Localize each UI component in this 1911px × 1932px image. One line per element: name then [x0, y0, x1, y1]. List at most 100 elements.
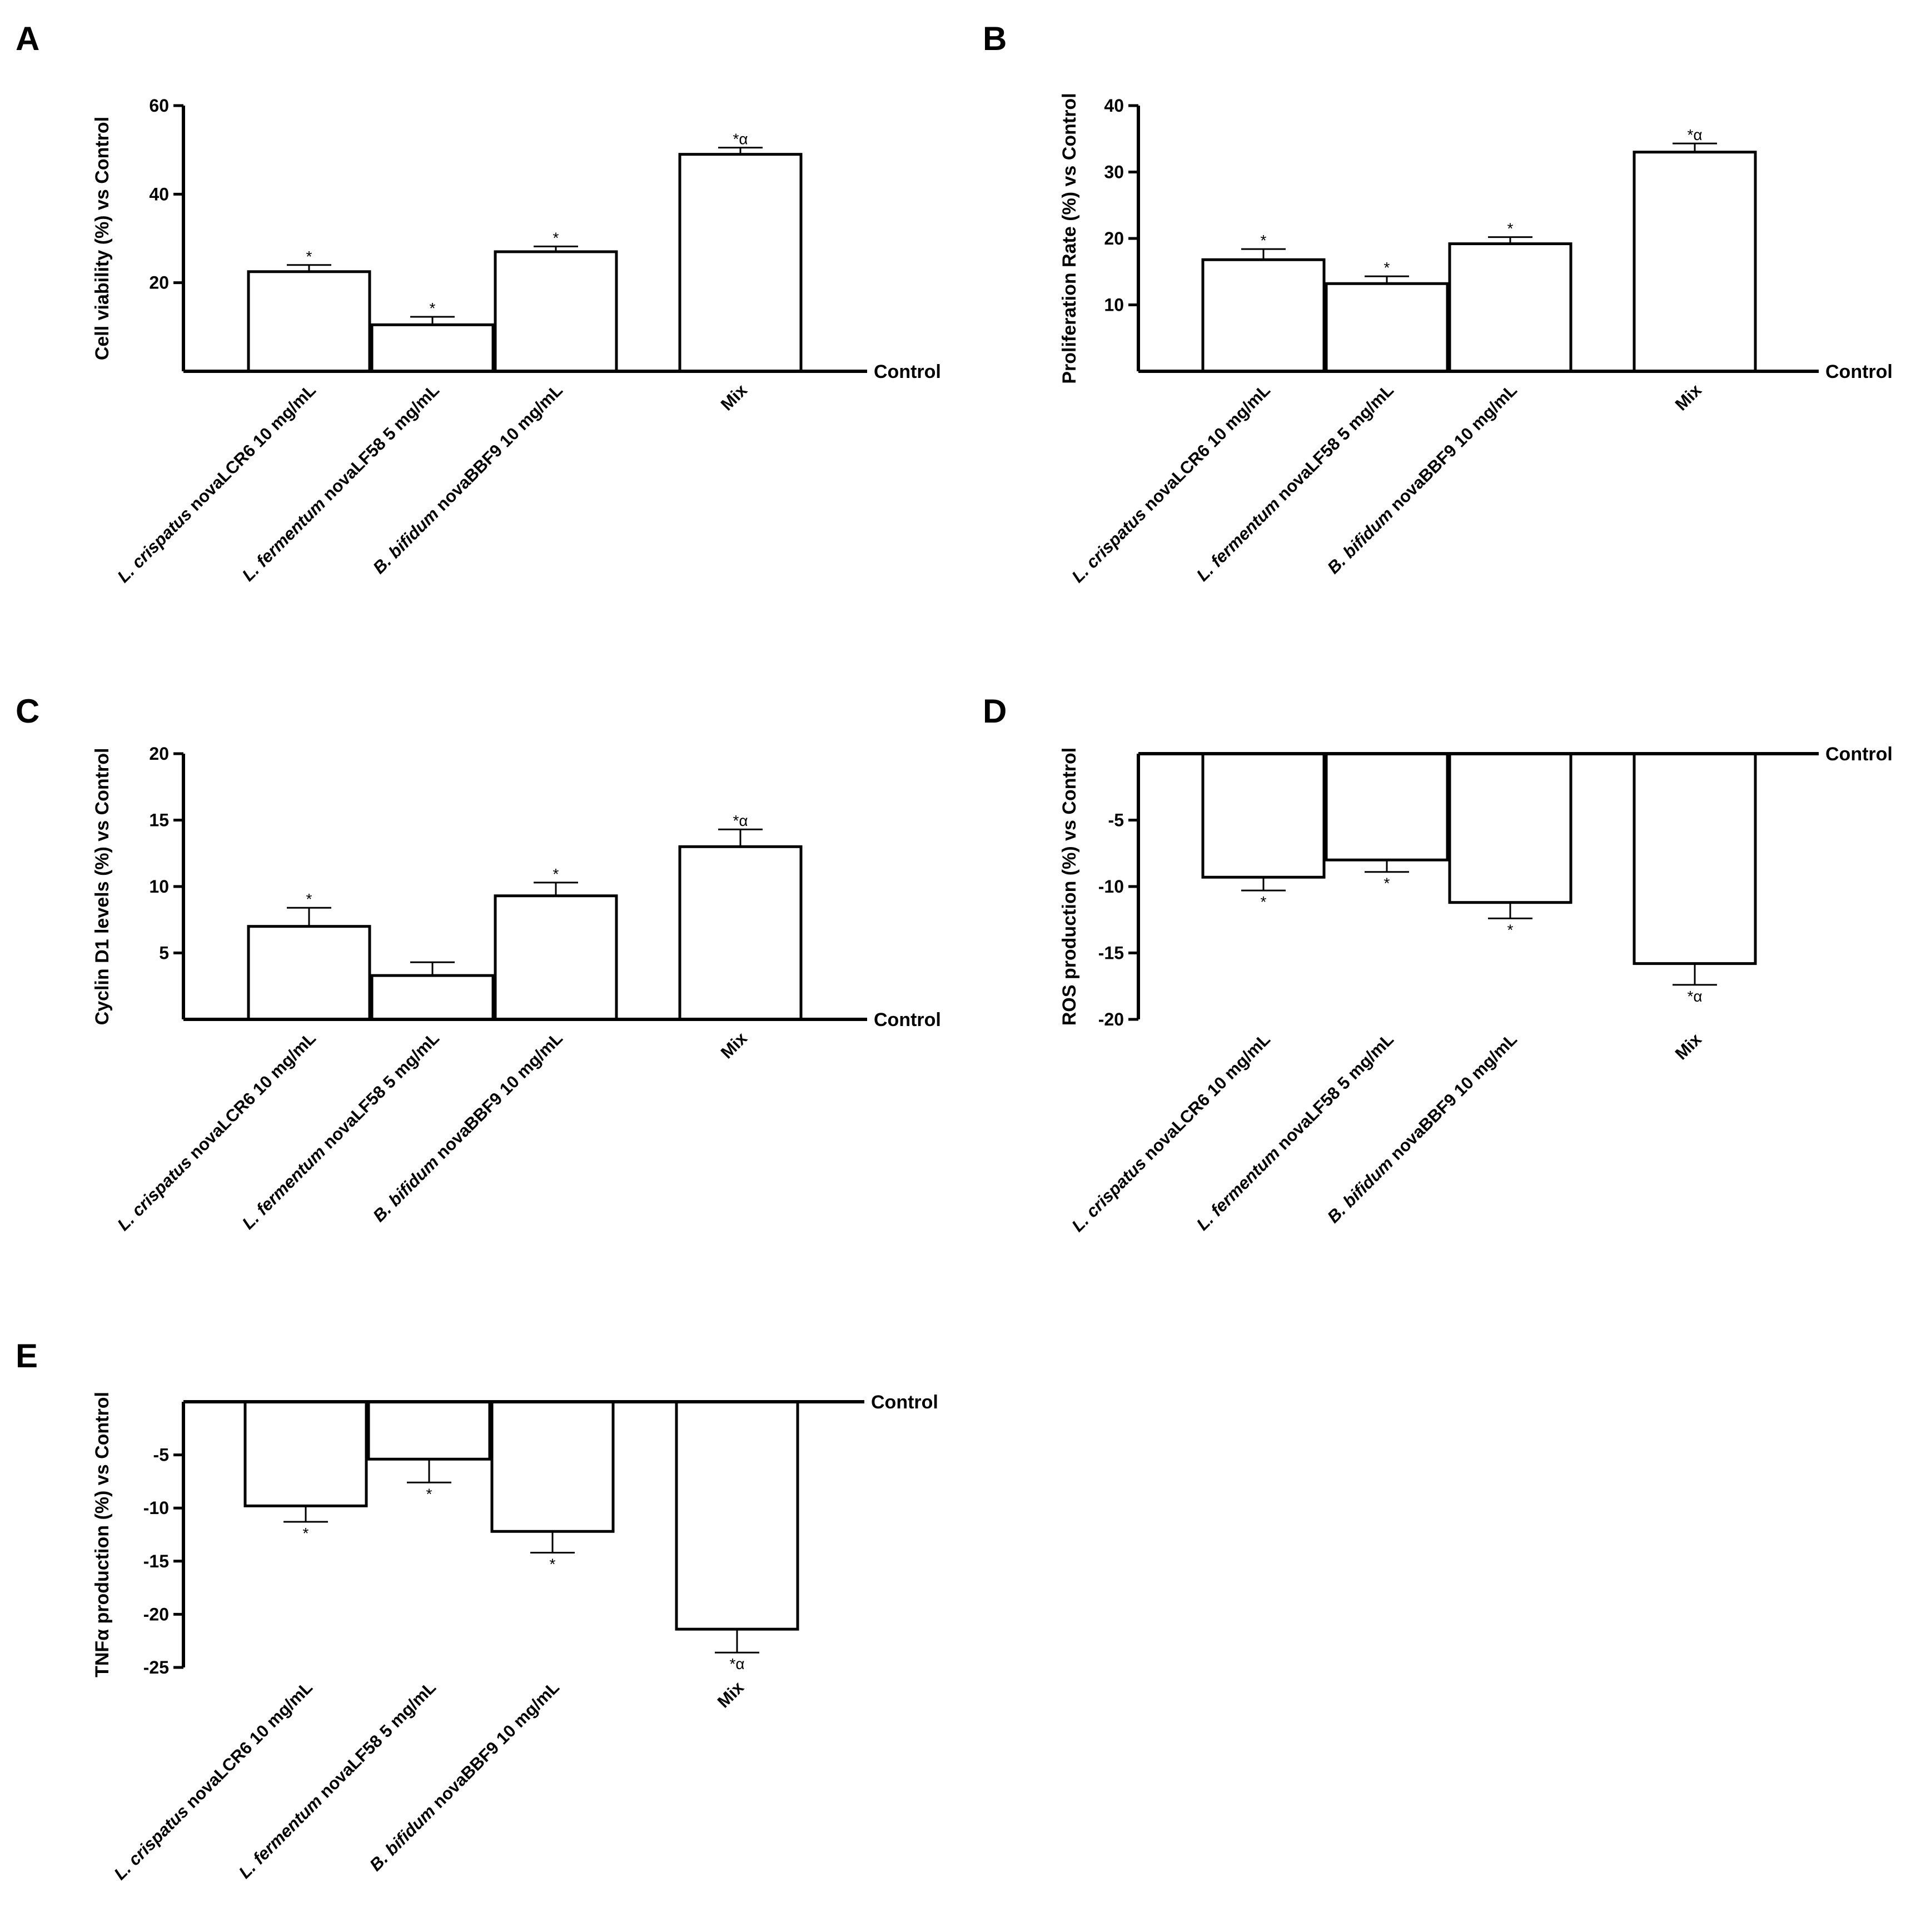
bar [1325, 282, 1449, 373]
category-label: B. bifidum novaBBF9 10 mg/mL [1323, 1029, 1521, 1227]
panel-letter: E [16, 1337, 38, 1375]
bar [1448, 242, 1572, 373]
panel-c: C 5 10 15 20 Cyclin D1 levels (%) vs Control *… [16, 693, 941, 1234]
panel-letter: A [16, 20, 39, 57]
category-label: L. fermentum novaLF58 5 mg/mL [238, 1028, 443, 1233]
bar [494, 894, 618, 1021]
category-label: Mix [717, 1028, 752, 1063]
bar [678, 845, 803, 1021]
baseline-label: Control [1825, 744, 1893, 765]
bar [494, 250, 618, 373]
category-label: L. crispatus novaLCR6 10 mg/mL [1068, 380, 1274, 586]
significance-label: *α [1687, 126, 1702, 143]
y-tick-label: 10 [149, 877, 169, 897]
bar [1633, 752, 1757, 965]
y-tick-label: 40 [149, 184, 169, 204]
baseline-label: Control [871, 1392, 938, 1413]
category-label: L. crispatus novaLCR6 10 mg/mL [113, 1028, 320, 1234]
category-label: L. fermentum novaLF58 5 mg/mL [1193, 380, 1397, 585]
y-tick-label: -5 [1108, 810, 1124, 830]
category-label: B. bifidum novaBBF9 10 mg/mL [369, 1028, 566, 1226]
significance-label: * [1384, 875, 1390, 892]
significance-label: *α [729, 1655, 744, 1672]
category-label: Mix [1671, 380, 1706, 415]
significance-label: * [426, 1485, 432, 1502]
category-label: Mix [717, 380, 752, 415]
y-tick-label: -10 [143, 1498, 169, 1518]
y-tick-label: 15 [149, 810, 169, 830]
y-tick-label: 60 [149, 96, 169, 116]
bar [367, 1400, 491, 1461]
y-axis-label: Cell viability (%) vs Control [92, 117, 113, 360]
bar [1633, 151, 1757, 373]
bar [1201, 752, 1326, 879]
baseline-label: Control [1825, 361, 1893, 382]
significance-label: * [306, 890, 312, 908]
bar [1325, 752, 1449, 862]
category-label: L. crispatus novaLCR6 10 mg/mL [110, 1677, 316, 1884]
y-tick-label: 10 [1104, 295, 1124, 315]
category-label: B. bifidum novaBBF9 10 mg/mL [1323, 380, 1521, 577]
significance-label: * [553, 865, 559, 883]
category-label: Mix [714, 1677, 748, 1712]
category-label: L. fermentum novaLF58 5 mg/mL [238, 380, 443, 585]
bar [490, 1400, 615, 1533]
significance-label: * [1507, 220, 1514, 237]
significance-label: * [553, 229, 559, 246]
panel-letter: B [983, 20, 1007, 57]
y-tick-label: -10 [1098, 877, 1124, 897]
bar [1448, 752, 1572, 904]
significance-label: *α [733, 131, 748, 148]
y-axis-label: Cyclin D1 levels (%) vs Control [92, 748, 113, 1025]
bar [247, 925, 371, 1021]
bar [678, 153, 803, 373]
category-label: L. fermentum novaLF58 5 mg/mL [1193, 1029, 1397, 1234]
bar [243, 1400, 368, 1507]
significance-label: * [1507, 921, 1514, 938]
significance-label: * [303, 1525, 309, 1542]
panel-a: A 20 40 60 Cell viability (%) vs Control * L. … [16, 20, 941, 586]
significance-label: *α [1687, 988, 1702, 1005]
y-tick-label: -15 [143, 1551, 169, 1571]
bar [247, 270, 371, 373]
bar [370, 323, 495, 373]
y-tick-label: 20 [149, 744, 169, 764]
panel-e: E -5 -10 -15 -20 -25 TNFα production (%) vs Co… [16, 1337, 938, 1884]
panel-letter: C [16, 693, 39, 730]
panel-letter: D [983, 693, 1007, 730]
bar [1201, 258, 1326, 373]
significance-label: * [1261, 232, 1267, 249]
category-label: B. bifidum novaBBF9 10 mg/mL [369, 380, 566, 577]
category-label: B. bifidum novaBBF9 10 mg/mL [366, 1677, 563, 1875]
y-tick-label: -20 [1098, 1009, 1124, 1029]
category-label: L. crispatus novaLCR6 10 mg/mL [113, 380, 320, 586]
y-axis-label: ROS production (%) vs Control [1059, 748, 1080, 1026]
y-tick-label: 5 [159, 943, 169, 963]
panel-b: B 10 20 30 40 Proliferation Rate (%) vs Contr… [983, 20, 1893, 586]
category-label: L. fermentum novaLF58 5 mg/mL [235, 1677, 440, 1882]
y-tick-label: 40 [1104, 96, 1124, 116]
y-tick-label: -20 [143, 1604, 169, 1624]
y-axis-label: Proliferation Rate (%) vs Control [1059, 93, 1080, 384]
significance-label: * [1384, 259, 1390, 276]
baseline-label: Control [874, 361, 941, 382]
category-label: Mix [1671, 1029, 1706, 1064]
y-tick-label: -5 [153, 1445, 169, 1465]
y-tick-label: 30 [1104, 162, 1124, 182]
baseline-label: Control [874, 1009, 941, 1030]
y-tick-label: 20 [149, 273, 169, 293]
bar [370, 974, 495, 1021]
significance-label: * [306, 248, 312, 265]
significance-label: * [430, 300, 436, 317]
significance-label: * [550, 1556, 556, 1573]
significance-label: *α [733, 812, 748, 829]
y-tick-label: -25 [143, 1657, 169, 1677]
panel-d: D -5 -10 -15 -20 ROS production (%) vs Contro… [983, 693, 1893, 1236]
y-axis-label: TNFα production (%) vs Control [92, 1392, 113, 1677]
y-tick-label: -15 [1098, 943, 1124, 963]
category-label: L. crispatus novaLCR6 10 mg/mL [1068, 1029, 1274, 1236]
y-tick-label: 20 [1104, 228, 1124, 248]
significance-label: * [1261, 893, 1267, 910]
bar [675, 1400, 799, 1631]
